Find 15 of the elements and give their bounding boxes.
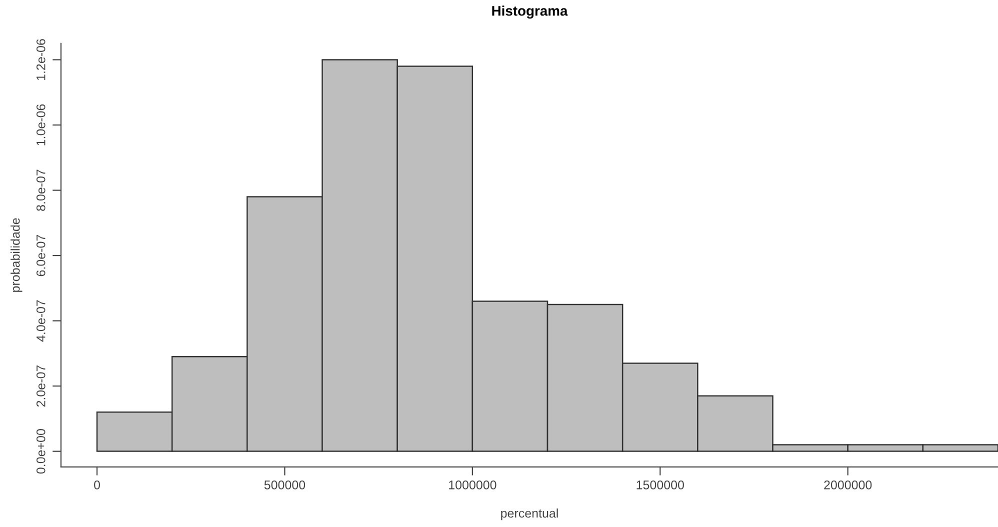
y-tick-label: 1.2e-06	[36, 39, 46, 80]
y-axis-title: probabilidade	[10, 218, 22, 292]
y-tick-label: 6.0e-07	[36, 234, 46, 276]
y-tick-label: 8.0e-07	[36, 170, 46, 211]
y-tick-label: 0.0e+00	[36, 429, 46, 474]
x-tick-label: 1000000	[449, 480, 496, 490]
y-tick-label: 2.0e-07	[36, 365, 46, 407]
x-tick-label: 2000000	[824, 480, 872, 490]
chart-title: Histograma	[492, 6, 568, 19]
x-tick-label: 500000	[264, 480, 306, 490]
x-tick-label: 1500000	[636, 480, 684, 490]
x-tick-label: 0	[94, 480, 100, 490]
y-tick-label: 1.0e-06	[36, 104, 46, 146]
x-axis-title: percentual	[501, 508, 558, 520]
y-tick-label: 4.0e-07	[36, 300, 46, 342]
